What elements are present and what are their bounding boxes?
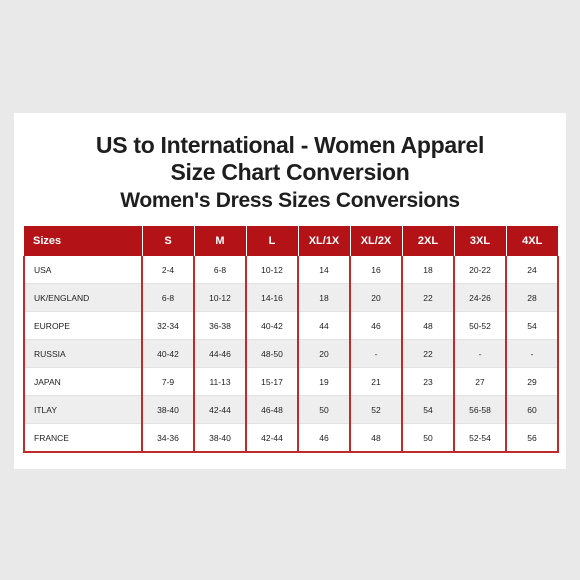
table-row: EUROPE 32-34 36-38 40-42 44 46 48 50-52 … (23, 311, 559, 340)
table-cell: 7-9 (142, 367, 195, 396)
table-cell: 60 (506, 395, 559, 424)
table-cell: 52-54 (454, 423, 507, 453)
table-cell: 14-16 (246, 283, 299, 312)
table-cell: 20 (350, 283, 403, 312)
table-cell: 38-40 (194, 423, 247, 453)
table-cell: 6-8 (142, 283, 195, 312)
table-cell: 46 (350, 311, 403, 340)
table-cell: 10-12 (246, 256, 299, 284)
size-conversion-table: Sizes S M L XL/1X XL/2X 2XL 3XL 4XL USA … (23, 226, 559, 453)
table-cell: 28 (506, 283, 559, 312)
table-cell: 22 (402, 339, 455, 368)
table-row: RUSSIA 40-42 44-46 48-50 20 - 22 - - (23, 339, 559, 368)
table-cell: 18 (402, 256, 455, 284)
table-cell: 29 (506, 367, 559, 396)
table-cell: 23 (402, 367, 455, 396)
table-cell: 32-34 (142, 311, 195, 340)
header-cell-l: L (246, 226, 299, 256)
table-cell: 48 (402, 311, 455, 340)
table-cell: 48-50 (246, 339, 299, 368)
table-cell: 27 (454, 367, 507, 396)
row-label-cell: UK/ENGLAND (23, 283, 143, 312)
table-row: FRANCE 34-36 38-40 42-44 46 48 50 52-54 … (23, 423, 559, 453)
table-cell: 15-17 (246, 367, 299, 396)
header-cell-4xl: 4XL (506, 226, 558, 256)
table-cell: 48 (350, 423, 403, 453)
table-header-row: Sizes S M L XL/1X XL/2X 2XL 3XL 4XL (24, 226, 558, 256)
chart-title-line-1: US to International - Women Apparel (95, 132, 485, 158)
table-cell: 40-42 (142, 339, 195, 368)
table-cell: 56 (506, 423, 559, 453)
row-label-cell: ITLAY (23, 395, 143, 424)
header-cell-m: M (194, 226, 247, 256)
row-label-cell: JAPAN (23, 367, 143, 396)
table-cell: 20 (298, 339, 351, 368)
row-label-cell: EUROPE (23, 311, 143, 340)
size-chart-card: US to International - Women Apparel Size… (14, 113, 566, 469)
table-cell: - (506, 339, 559, 368)
table-cell: 2-4 (142, 256, 195, 284)
chart-subtitle: Women's Dress Sizes Conversions (120, 189, 460, 212)
row-label-cell: FRANCE (23, 423, 143, 453)
table-row: ITLAY 38-40 42-44 46-48 50 52 54 56-58 6… (23, 395, 559, 424)
table-cell: 40-42 (246, 311, 299, 340)
table-row: JAPAN 7-9 11-13 15-17 19 21 23 27 29 (23, 367, 559, 396)
table-cell: 16 (350, 256, 403, 284)
table-cell: 38-40 (142, 395, 195, 424)
table-cell: - (350, 339, 403, 368)
table-cell: 42-44 (194, 395, 247, 424)
table-cell: 56-58 (454, 395, 507, 424)
table-cell: 44-46 (194, 339, 247, 368)
table-cell: 36-38 (194, 311, 247, 340)
table-cell: 50 (402, 423, 455, 453)
table-cell: 54 (402, 395, 455, 424)
table-cell: 44 (298, 311, 351, 340)
table-cell: 10-12 (194, 283, 247, 312)
header-cell-xl-2x: XL/2X (350, 226, 403, 256)
table-cell: 54 (506, 311, 559, 340)
table-cell: 24 (506, 256, 559, 284)
header-cell-xl-1x: XL/1X (298, 226, 351, 256)
table-cell: 42-44 (246, 423, 299, 453)
row-label-cell: RUSSIA (23, 339, 143, 368)
header-cell-2xl: 2XL (402, 226, 455, 256)
table-cell: 50-52 (454, 311, 507, 340)
table-row: UK/ENGLAND 6-8 10-12 14-16 18 20 22 24-2… (23, 283, 559, 312)
header-cell-3xl: 3XL (454, 226, 507, 256)
table-cell: 50 (298, 395, 351, 424)
table-cell: - (454, 339, 507, 368)
header-cell-sizes: Sizes (24, 226, 143, 256)
chart-title-line-2: Size Chart Conversion (170, 159, 410, 185)
table-cell: 21 (350, 367, 403, 396)
table-cell: 22 (402, 283, 455, 312)
header-cell-s: S (142, 226, 195, 256)
table-cell: 20-22 (454, 256, 507, 284)
table-cell: 52 (350, 395, 403, 424)
table-cell: 14 (298, 256, 351, 284)
table-cell: 46-48 (246, 395, 299, 424)
table-cell: 46 (298, 423, 351, 453)
table-cell: 11-13 (194, 367, 247, 396)
table-row: USA 2-4 6-8 10-12 14 16 18 20-22 24 (23, 256, 559, 284)
table-cell: 34-36 (142, 423, 195, 453)
table-cell: 24-26 (454, 283, 507, 312)
table-cell: 18 (298, 283, 351, 312)
table-cell: 19 (298, 367, 351, 396)
table-cell: 6-8 (194, 256, 247, 284)
row-label-cell: USA (23, 256, 143, 284)
